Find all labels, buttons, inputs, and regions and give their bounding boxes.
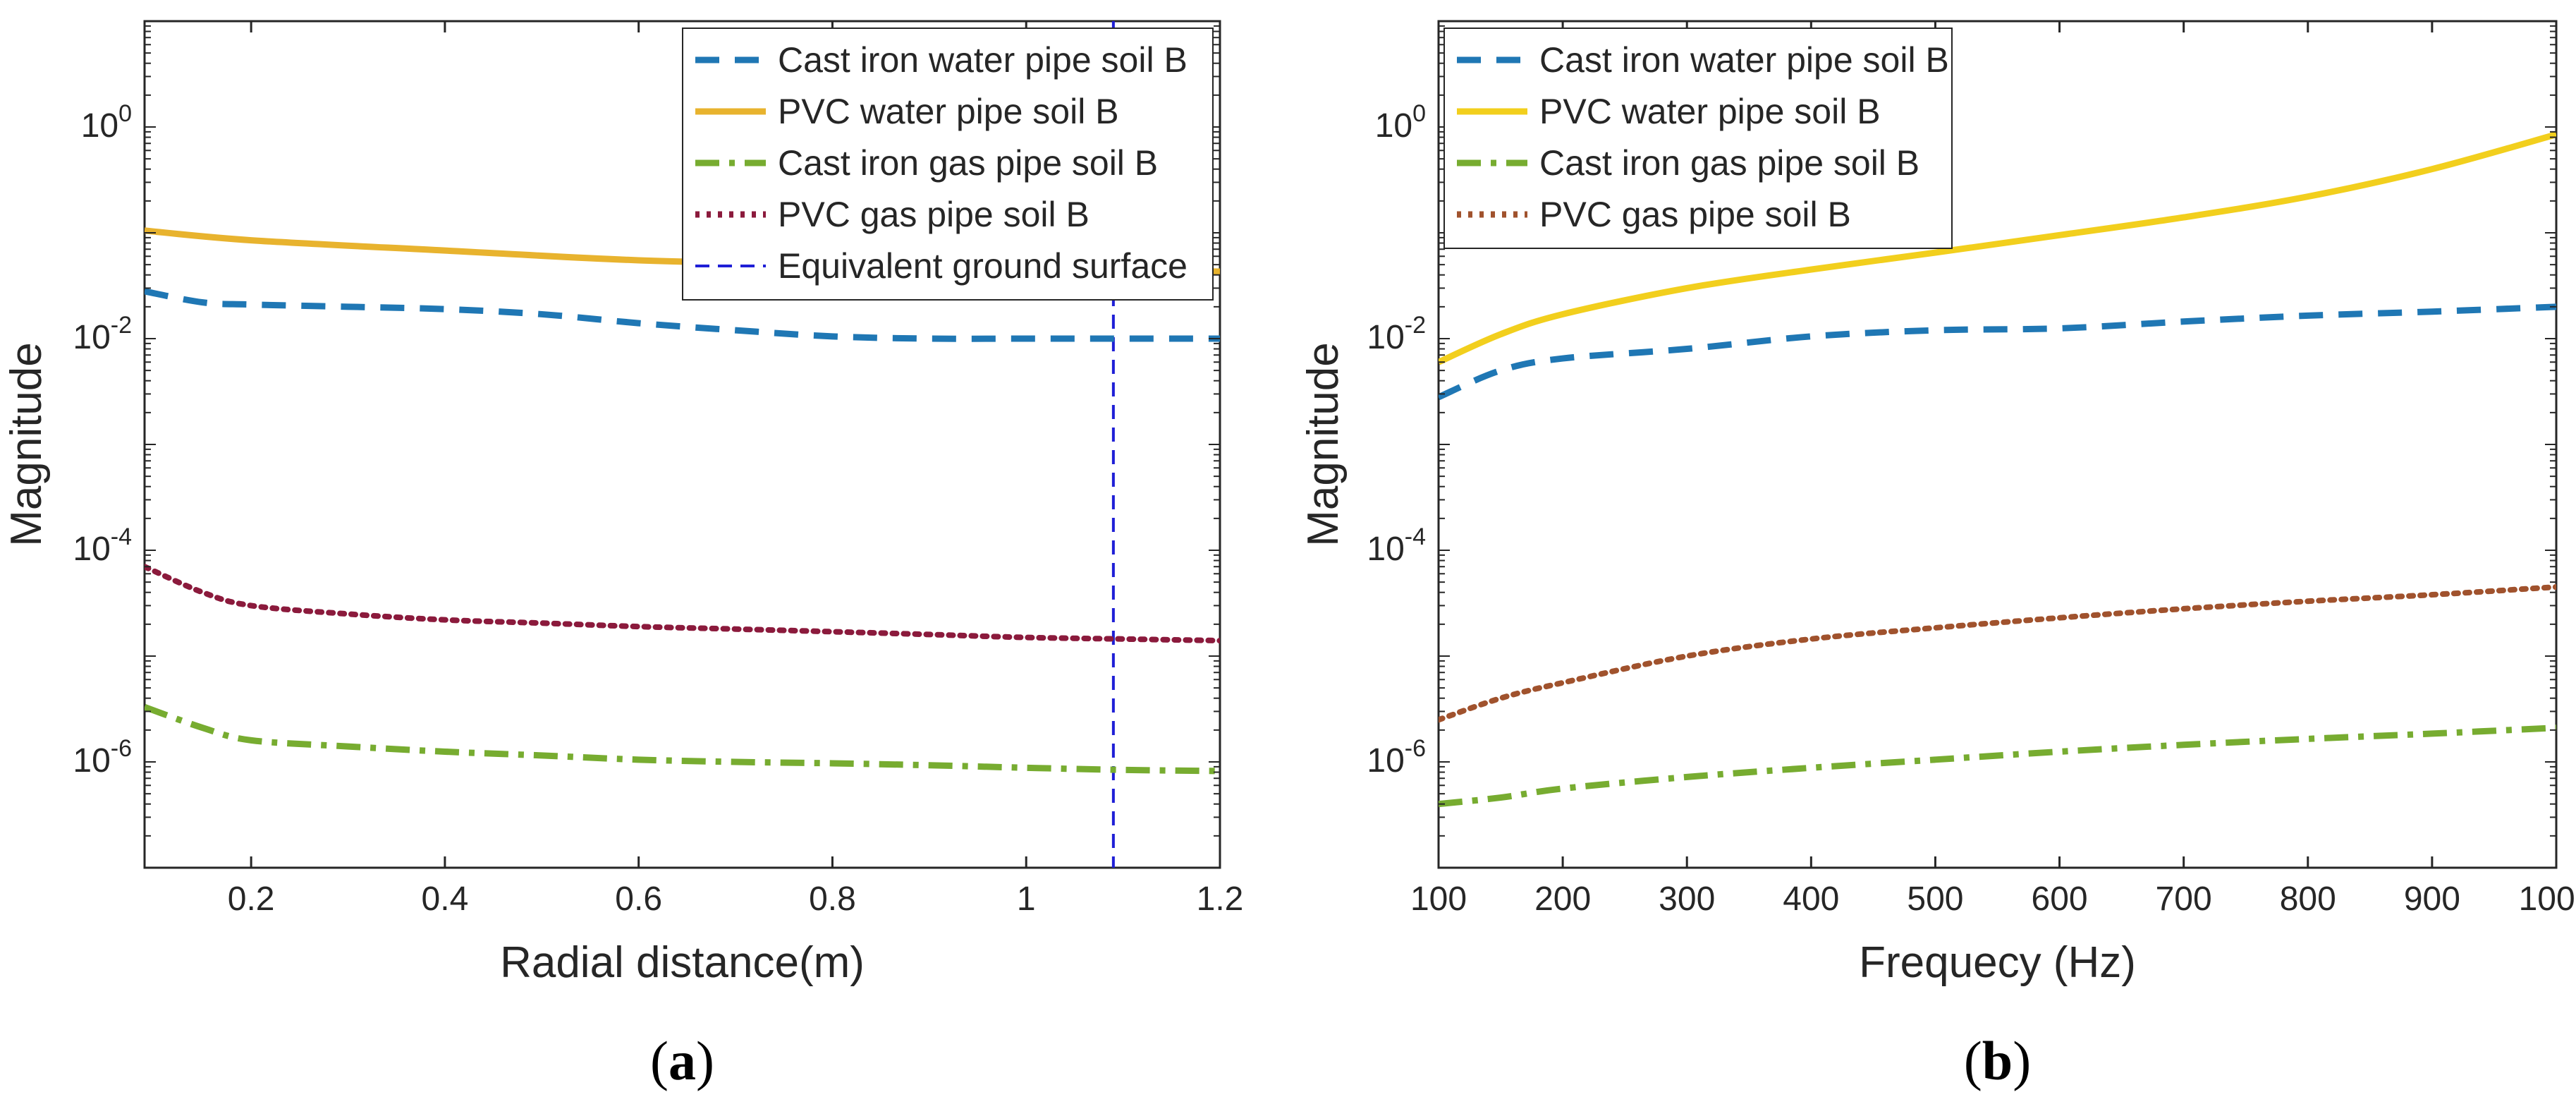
panel-label: (b) xyxy=(1964,1030,2031,1091)
y-tick-label: 10-2 xyxy=(1367,312,1426,356)
y-tick-label: 10-6 xyxy=(73,735,132,780)
legend-label: Cast iron gas pipe soil B xyxy=(1539,143,1919,183)
y-axis-label: Magnitude xyxy=(1299,342,1348,547)
x-tick-label: 1 xyxy=(1017,880,1036,918)
x-axis-label: Frequecy (Hz) xyxy=(1859,938,2136,987)
series-line xyxy=(145,703,1220,775)
legend-label: Equivalent ground surface xyxy=(778,246,1188,286)
x-tick-label: 100 xyxy=(1410,880,1467,918)
panel-label: (a) xyxy=(650,1030,714,1091)
y-tick-label: 100 xyxy=(1375,100,1426,145)
legend-label: PVC water pipe soil B xyxy=(778,92,1119,131)
legend-label: PVC gas pipe soil B xyxy=(778,195,1089,234)
x-tick-label: 0.4 xyxy=(422,880,469,918)
x-tick-label: 700 xyxy=(2156,880,2212,918)
x-tick-label: 0.2 xyxy=(228,880,275,918)
series-line xyxy=(1439,303,2556,401)
x-tick-label: 1.2 xyxy=(1197,880,1244,918)
legend-label: PVC gas pipe soil B xyxy=(1539,195,1851,234)
chart-panel-a: Radial distance(m) Magnitude (a) 0.2 0.4 0… xyxy=(2,20,1244,1091)
x-tick-label: 400 xyxy=(1783,880,1839,918)
y-tick-label: 100 xyxy=(81,100,132,145)
legend-box xyxy=(682,28,1214,301)
x-tick-label: 500 xyxy=(1907,880,1963,918)
panel-letter: a xyxy=(669,1030,696,1091)
x-tick-label: 300 xyxy=(1659,880,1715,918)
legend-box xyxy=(1443,28,1953,249)
x-tick-label: 200 xyxy=(1534,880,1591,918)
y-tick-label: 10-4 xyxy=(1367,523,1426,568)
legend-label: Cast iron water pipe soil B xyxy=(1539,40,1949,80)
series-line xyxy=(145,288,1220,342)
legend-label: PVC water pipe soil B xyxy=(1539,92,1881,131)
series-line xyxy=(145,564,1220,644)
legend-label: Cast iron water pipe soil B xyxy=(778,40,1188,80)
series-line xyxy=(1439,584,2556,723)
y-axis-label: Magnitude xyxy=(2,342,51,547)
x-tick-label: 0.6 xyxy=(615,880,662,918)
series-group xyxy=(1439,131,2556,808)
x-tick-label: 900 xyxy=(2404,880,2460,918)
legend: Cast iron water pipe soil B PVC water pip… xyxy=(1443,28,1953,249)
series-line xyxy=(1439,131,2556,365)
x-axis-label: Radial distance(m) xyxy=(500,938,865,987)
y-tick-label: 10-4 xyxy=(73,523,132,568)
legend: Cast iron water pipe soil B PVC water pip… xyxy=(682,28,1214,301)
legend-label: Cast iron gas pipe soil B xyxy=(778,143,1158,183)
panel-letter: b xyxy=(1982,1030,2013,1091)
x-tick-label: 600 xyxy=(2032,880,2088,918)
y-tick-label: 10-2 xyxy=(73,312,132,356)
x-tick-label: 0.8 xyxy=(809,880,856,918)
y-tick-label: 10-6 xyxy=(1367,735,1426,780)
x-tick-label: 1000 xyxy=(2519,880,2576,918)
x-tick-label: 800 xyxy=(2280,880,2336,918)
chart-panel-b: Frequecy (Hz) Magnitude (b) 100 200 300 400… xyxy=(1299,20,2576,1091)
